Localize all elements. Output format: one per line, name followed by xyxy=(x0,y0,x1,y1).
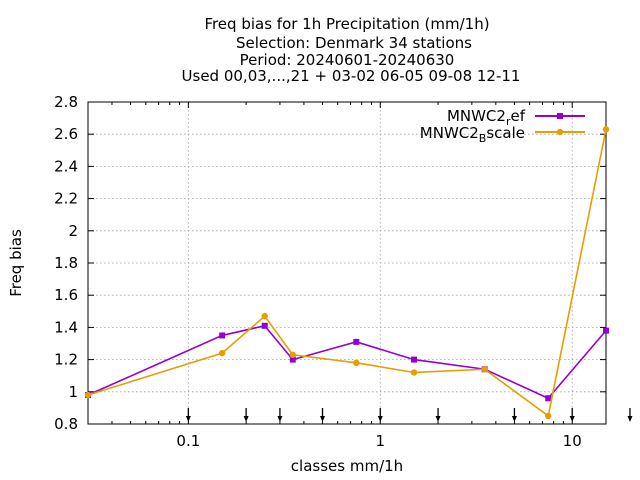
y-axis: 0.8 1 1.2 1.4 1.6 1.8 2 2.2 2.4 2.6 2.8 xyxy=(54,93,606,433)
data-point xyxy=(261,312,268,320)
data-point xyxy=(289,351,296,358)
data-point xyxy=(602,126,610,133)
class-marker-head xyxy=(435,416,441,422)
y-axis-label: Freq bias xyxy=(7,229,25,297)
legend-marker-2 xyxy=(556,128,564,136)
x-tick-label: 0.1 xyxy=(176,432,200,450)
class-markers xyxy=(185,408,633,422)
series-line-2 xyxy=(87,129,607,418)
class-marker-head xyxy=(277,416,283,422)
y-tick-label: 1.2 xyxy=(54,351,78,369)
grid xyxy=(88,102,606,424)
data-point xyxy=(84,391,92,399)
y-tick-label: 2.2 xyxy=(54,190,78,208)
x-axis: 0.1 1 10 xyxy=(111,102,582,450)
x-tick-label: 10 xyxy=(563,432,582,450)
title-line-4: Used 00,03,...,21 + 03-02 06-05 09-08 12… xyxy=(182,67,521,85)
legend-label-2: MNWC2Bscale xyxy=(420,124,525,145)
data-point xyxy=(545,395,552,402)
x-axis-label: classes mm/1h xyxy=(291,457,403,475)
data-point xyxy=(410,369,418,376)
data-point xyxy=(261,322,268,329)
chart-title: Freq bias for 1h Precipitation (mm/1h) S… xyxy=(182,15,521,85)
y-tick-label: 1.6 xyxy=(54,286,78,304)
series xyxy=(84,126,610,420)
legend: MNWC2ref MNWC2Bscale xyxy=(420,107,585,145)
legend-marker-1 xyxy=(557,113,563,119)
y-tick-label: 2.6 xyxy=(54,125,78,143)
y-tick-label: 1 xyxy=(68,383,78,401)
legend-entry-1: MNWC2ref xyxy=(447,107,585,128)
class-marker-head xyxy=(320,416,326,422)
y-tick-label: 1.8 xyxy=(54,254,78,272)
data-point xyxy=(603,327,609,334)
class-marker-head xyxy=(243,416,249,422)
data-point xyxy=(218,349,226,357)
legend-label-1: MNWC2ref xyxy=(447,107,526,128)
title-line-3: Period: 20240601-20240630 xyxy=(240,51,455,69)
y-tick-label: 1.4 xyxy=(54,318,78,336)
legend-entry-2: MNWC2Bscale xyxy=(420,124,585,145)
series-2 xyxy=(84,126,610,420)
y-tick-label: 2.8 xyxy=(54,93,78,111)
title-line-2: Selection: Denmark 34 stations xyxy=(236,34,472,52)
title-line-1: Freq bias for 1h Precipitation (mm/1h) xyxy=(204,15,489,33)
data-point xyxy=(545,412,552,420)
data-point xyxy=(481,366,488,373)
class-marker-head xyxy=(627,416,633,422)
y-tick-label: 2 xyxy=(68,222,78,240)
data-point xyxy=(353,359,360,367)
data-point xyxy=(219,332,226,339)
data-point xyxy=(289,356,296,363)
data-point xyxy=(353,338,360,345)
y-tick-label: 0.8 xyxy=(54,415,78,433)
x-tick-label: 1 xyxy=(376,432,386,450)
class-marker-head xyxy=(511,416,517,422)
y-tick-label: 2.4 xyxy=(54,157,78,175)
data-point xyxy=(411,356,418,363)
